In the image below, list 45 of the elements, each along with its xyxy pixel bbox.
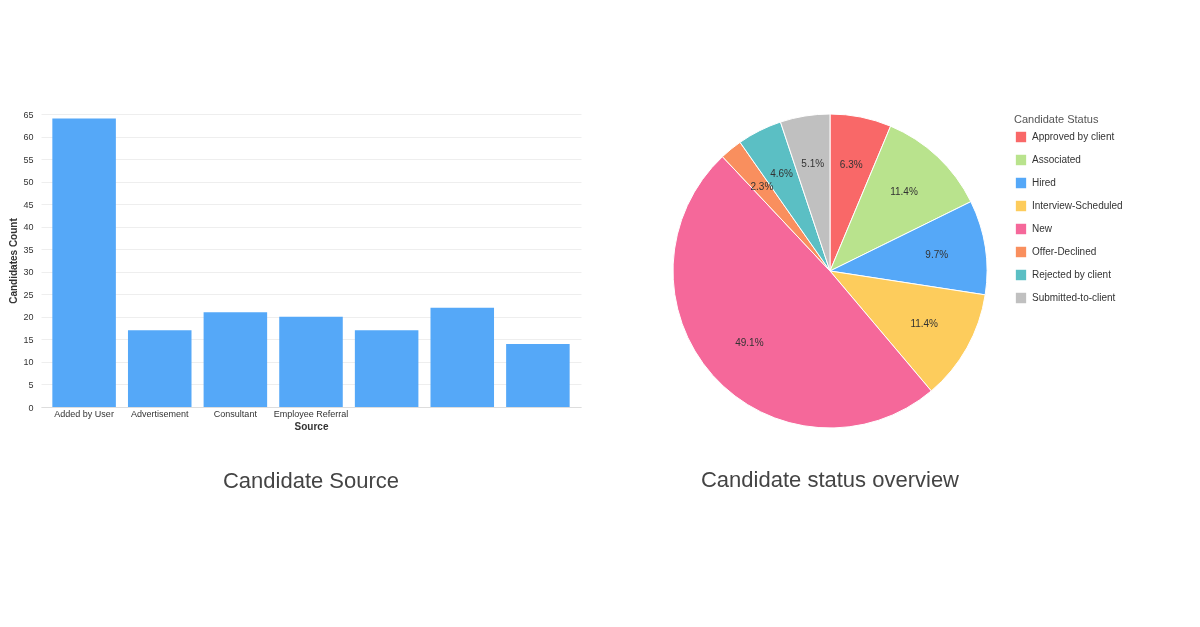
legend-label: Approved by client	[1032, 131, 1115, 142]
legend-label: Hired	[1032, 177, 1056, 188]
data-label: 11.4%	[910, 317, 939, 329]
bar	[279, 316, 343, 407]
x-tick-label: Employee Referral	[273, 408, 349, 419]
y-tick-label: 0	[28, 402, 34, 413]
y-tick-label: 45	[23, 199, 34, 210]
bar	[354, 330, 419, 407]
text: Candidate Source	[222, 468, 400, 493]
bar	[203, 312, 268, 407]
text: Candidate status overview	[700, 467, 960, 492]
x-tick-label: Advertisement	[130, 408, 189, 419]
x-tick-label: Added by User	[54, 408, 114, 419]
data-label: 9.7%	[925, 248, 949, 260]
y-tick-label: 65	[23, 109, 34, 120]
data-label: 4.6%	[770, 168, 794, 180]
y-tick-label: 15	[23, 334, 34, 345]
data-label: 5.1%	[801, 158, 825, 170]
bar	[127, 330, 192, 407]
y-tick-label: 40	[23, 222, 34, 233]
y-tick-label: 60	[23, 132, 34, 143]
legend-label: Offer-Declined	[1032, 246, 1097, 257]
x-tick-label: Consultant	[213, 408, 258, 419]
data-label: 49.1%	[735, 336, 764, 348]
y-tick-label: 25	[23, 289, 34, 300]
legend-label: New	[1032, 223, 1053, 234]
y-tick-label: 35	[23, 244, 34, 255]
y-tick-label: 10	[23, 357, 34, 368]
y-tick-label: 30	[23, 267, 34, 278]
legend-label: Associated	[1032, 154, 1081, 165]
bar	[506, 343, 570, 407]
y-axis-title: Candidates Count	[8, 217, 20, 304]
legend-label: Rejected by client	[1032, 269, 1112, 280]
bar	[430, 307, 495, 407]
y-tick-label: 20	[23, 312, 34, 323]
y-tick-label: 5	[28, 379, 34, 390]
data-label: 6.3%	[839, 159, 863, 171]
bar	[52, 118, 116, 407]
legend-label: Interview-Scheduled	[1032, 200, 1123, 211]
y-tick-label: 55	[23, 154, 34, 165]
y-tick-label: 50	[23, 177, 34, 188]
legend-title: Candidate Status	[1014, 113, 1099, 125]
legend-label: Submitted-to-client	[1032, 292, 1116, 303]
x-axis-title: Source	[294, 420, 329, 432]
data-label: 11.4%	[890, 186, 918, 198]
